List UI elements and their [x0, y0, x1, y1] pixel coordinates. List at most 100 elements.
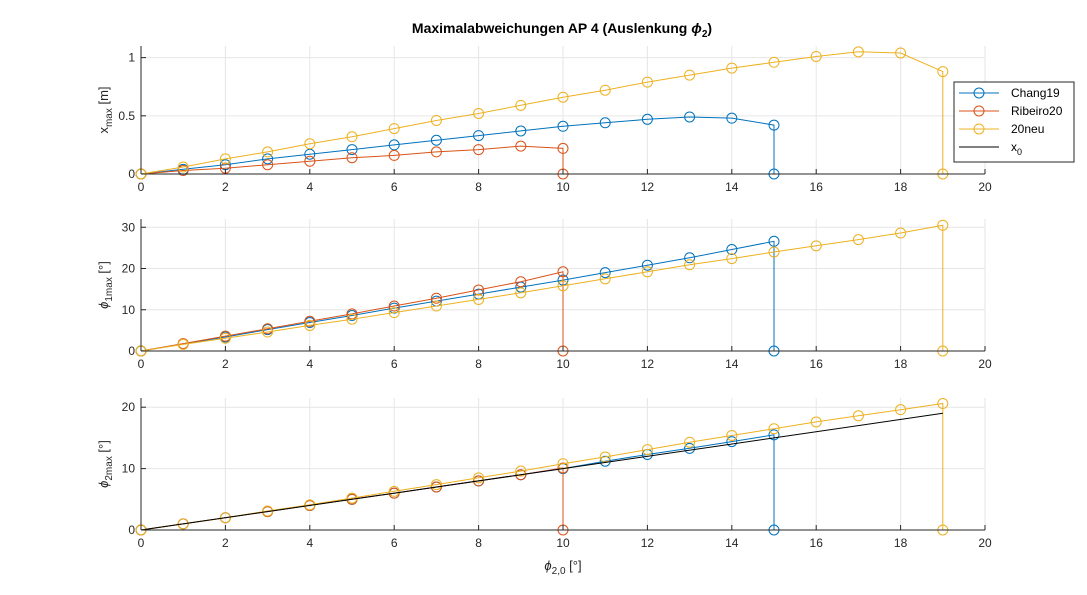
- y-axis-label-main: x: [96, 127, 111, 134]
- data-point-20neu: [810, 50, 822, 62]
- data-point-chang19: [346, 144, 358, 156]
- y-axis-label: xmax [m]: [96, 86, 115, 133]
- data-point-20neu: [684, 259, 696, 271]
- data-point-20neu: [515, 465, 527, 477]
- data-point-ribeiro20: [430, 292, 442, 304]
- x-tick-label: 16: [810, 536, 824, 550]
- data-point-ribeiro20: [262, 323, 274, 335]
- data-point-20neu: [852, 234, 864, 246]
- data-point-chang19: [641, 259, 653, 271]
- series-line-ribeiro20: [140, 145, 564, 175]
- data-point-ribeiro20: [473, 144, 485, 156]
- data-point-20neu: [304, 319, 316, 331]
- x-axis-label-unit: [°]: [566, 558, 582, 573]
- data-point-ribeiro20: [515, 140, 527, 152]
- legend-entry-chang19: Chang19: [959, 86, 1060, 100]
- data-point-chang19: [262, 153, 274, 165]
- y-tick-label: 1: [128, 51, 135, 65]
- y-tick-label: 10: [122, 303, 136, 317]
- data-point-ribeiro20: [388, 149, 400, 161]
- y-tick-label: 0: [128, 167, 135, 181]
- data-point-20neu: [599, 84, 611, 96]
- data-point-20neu: [262, 146, 274, 158]
- chart-title-symbol: ϕ: [691, 20, 702, 36]
- data-point-20neu: [473, 293, 485, 305]
- data-point-ribeiro20: [262, 159, 274, 171]
- data-point-20neu: [768, 423, 780, 435]
- y-axis-label-sub: max: [104, 108, 115, 127]
- x-tick-label: 8: [475, 536, 482, 550]
- data-point-20neu: [430, 114, 442, 126]
- data-point-20neu: [177, 161, 189, 173]
- data-point-chang19: [473, 130, 485, 142]
- y-tick-label: 10: [122, 462, 136, 476]
- data-point-20neu: [219, 153, 231, 165]
- x-tick-label: 10: [556, 180, 570, 194]
- data-point-20neu: [937, 398, 949, 410]
- data-point-20neu: [473, 107, 485, 119]
- chart-title-text: Maximalabweichungen AP 4 (Auslenkung: [412, 20, 691, 36]
- x-tick-label: 12: [641, 536, 655, 550]
- data-point-20neu: [895, 47, 907, 59]
- series-line-20neu: [140, 51, 944, 175]
- data-point-chang19: [726, 436, 738, 448]
- data-point-20neu: [726, 429, 738, 441]
- data-point-20neu: [684, 436, 696, 448]
- legend: Chang19 Ribeiro20 20neu x0: [953, 81, 1075, 163]
- x-tick-label: 8: [475, 180, 482, 194]
- data-point-20neu: [473, 472, 485, 484]
- data-point-20neu: [219, 332, 231, 344]
- legend-label-chang19: Chang19: [1011, 86, 1060, 100]
- series-line-ribeiro20: [140, 271, 564, 352]
- data-point-ribeiro20: [557, 142, 569, 154]
- y-axis-label: ϕ1max [°]: [96, 261, 115, 309]
- legend-label-x0-sub: 0: [1017, 147, 1022, 157]
- y-tick-label: 20: [122, 400, 136, 414]
- data-point-ribeiro20: [430, 481, 442, 493]
- x-tick-label: 10: [556, 357, 570, 371]
- data-point-20neu: [768, 56, 780, 68]
- x-tick-label: 14: [725, 536, 739, 550]
- chart-title-end: ): [707, 20, 712, 36]
- data-point-20neu: [430, 479, 442, 491]
- x-tick-label: 6: [391, 536, 398, 550]
- data-point-20neu: [388, 307, 400, 319]
- data-point-20neu: [726, 253, 738, 265]
- y-tick-label: 0.5: [118, 109, 135, 123]
- data-point-20neu: [219, 512, 231, 524]
- chart-title: Maximalabweichungen AP 4 (Auslenkung ϕ2): [412, 20, 712, 40]
- x-tick-label: 0: [138, 536, 145, 550]
- data-point-ribeiro20: [177, 165, 189, 177]
- series-line-20neu: [140, 402, 944, 531]
- data-point-20neu: [852, 410, 864, 422]
- x-tick-label: 6: [391, 357, 398, 371]
- y-axis-label-main: ϕ: [96, 302, 111, 309]
- x-axis-label: ϕ2,0 [°]: [544, 558, 581, 577]
- series-line-chang19: [140, 116, 775, 175]
- data-point-20neu: [810, 240, 822, 252]
- x-tick-label: 4: [306, 536, 313, 550]
- data-point-20neu: [937, 219, 949, 231]
- y-axis-label-sub: 1max: [104, 277, 115, 301]
- data-point-chang19: [768, 235, 780, 247]
- data-point-20neu: [346, 131, 358, 143]
- x-tick-label: 2: [222, 180, 229, 194]
- data-point-20neu: [810, 416, 822, 428]
- data-point-ribeiro20: [304, 315, 316, 327]
- data-point-20neu: [641, 266, 653, 278]
- data-point-chang19: [599, 267, 611, 279]
- y-axis-label-unit: [°]: [96, 440, 111, 456]
- subplot-xmax: 0 2 4 6 8 10 12 14 16 18 20 0 0.5 1 xmax [m]: [96, 46, 992, 194]
- legend-marker-20neu: [973, 123, 985, 135]
- data-point-20neu: [346, 313, 358, 325]
- legend-entry-ribeiro20: Ribeiro20: [959, 104, 1063, 118]
- data-point-ribeiro20: [473, 284, 485, 296]
- data-point-20neu: [177, 518, 189, 530]
- data-point-ribeiro20: [430, 146, 442, 158]
- x-tick-label: 14: [725, 180, 739, 194]
- x-tick-label: 18: [894, 536, 908, 550]
- x-tick-label: 20: [978, 536, 992, 550]
- series-line-20neu: [140, 224, 944, 352]
- x-tick-label: 16: [810, 357, 824, 371]
